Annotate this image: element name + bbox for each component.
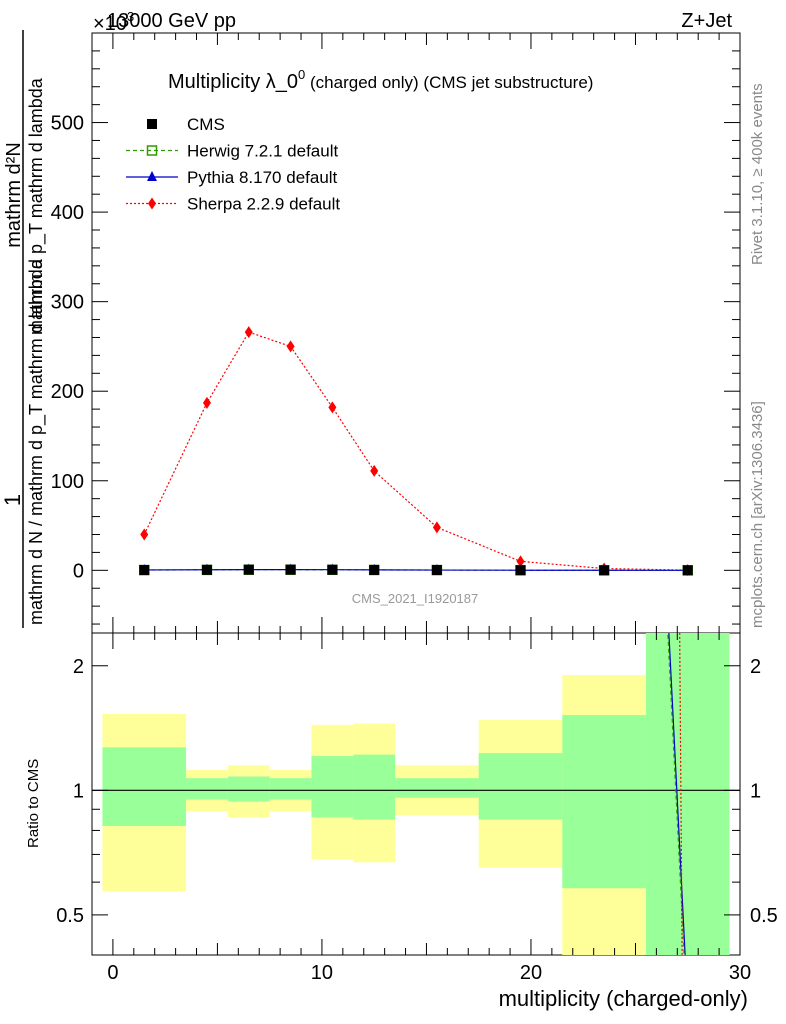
data-point-diamond xyxy=(432,521,441,534)
y-label-one: 1 xyxy=(0,494,25,506)
data-point-diamond xyxy=(202,396,211,409)
ratio-band-stat xyxy=(645,633,730,955)
ratio-line-sherpa xyxy=(679,633,683,955)
data-point-diamond xyxy=(244,326,253,339)
ratio-band-stat xyxy=(562,715,646,889)
ratio-band-stat xyxy=(227,776,270,802)
analysis-watermark: CMS_2021_I1920187 xyxy=(352,591,479,606)
y-label-bottom: mathrm d N / mathrm d p_T mathrm d lambd… xyxy=(26,258,47,625)
data-point-square xyxy=(327,564,338,575)
data-point-square xyxy=(515,565,526,576)
ratio-band-stat xyxy=(478,753,563,820)
data-point-diamond xyxy=(286,340,295,353)
data-point-diamond xyxy=(328,401,337,414)
data-point-square xyxy=(285,564,296,575)
legend-label: Pythia 8.170 default xyxy=(187,168,338,187)
ratio-tick-label-right: 0.5 xyxy=(750,905,778,927)
data-point-square xyxy=(431,565,442,576)
data-point-diamond xyxy=(370,464,379,477)
ratio-tick-label: 0.5 xyxy=(56,905,84,927)
y-tick-label: 100 xyxy=(51,471,84,493)
y-tick-label: 500 xyxy=(51,113,84,135)
ratio-line-pythia xyxy=(668,633,686,955)
ratio-bands xyxy=(92,633,740,955)
x-tick-label: 10 xyxy=(311,962,333,984)
axes: 0 100 200 300 400 500 0 10 20 30 0.5 0.5 1 1 2 2 xyxy=(51,33,778,984)
data-point-square xyxy=(682,565,693,576)
y-tick-label: 0 xyxy=(73,560,84,582)
ratio-line-herwig xyxy=(667,633,685,955)
legend-label: CMS xyxy=(187,115,225,134)
y-axis-label: 1 mathrm d²N mathrm d N / mathrm d p_T m… xyxy=(0,30,47,628)
legend-label: Herwig 7.2.1 default xyxy=(187,142,338,161)
ratio-tick-label-right: 2 xyxy=(750,656,761,678)
data-point-square xyxy=(139,565,150,576)
series-line-2 xyxy=(144,568,688,571)
ratio-tick-label-right: 1 xyxy=(750,780,761,802)
legend-marker-open-square xyxy=(146,145,158,156)
ratio-band-stat xyxy=(311,756,354,818)
x-axis-label: multiplicity (charged-only) xyxy=(499,986,748,1011)
ratio-band-stat xyxy=(186,778,228,800)
ratio-plot-frame xyxy=(91,632,741,956)
data-point-square xyxy=(201,564,212,575)
data-point-square xyxy=(369,564,380,575)
energy-label: 13000 GeV pp xyxy=(107,10,236,32)
legend-marker-triangle xyxy=(147,171,157,181)
rivet-label: Rivet 3.1.10, ≥ 400k events xyxy=(749,83,766,265)
ratio-tick-label: 1 xyxy=(73,780,84,802)
legend-label: Sherpa 2.2.9 default xyxy=(187,195,340,214)
x-tick-label: 20 xyxy=(520,962,542,984)
series-line-3 xyxy=(143,331,688,571)
y-label-denominator: mathrm d p_T mathrm d lambda xyxy=(26,77,47,335)
process-label: Z+Jet xyxy=(681,10,732,32)
ratio-band-stat xyxy=(395,778,479,798)
legend-marker-diamond xyxy=(148,197,156,210)
y-label-numerator: mathrm d²N xyxy=(3,142,25,248)
ratio-tick-label: 2 xyxy=(73,656,84,678)
data-point-diamond xyxy=(516,555,525,568)
chart-title: Multiplicity λ_00 (charged only) (CMS je… xyxy=(168,67,593,93)
x-tick-label: 30 xyxy=(729,962,751,984)
ratio-band-stat xyxy=(269,778,312,800)
data-point-diamond xyxy=(140,528,149,541)
data-point-square xyxy=(599,565,610,576)
y-tick-label: 300 xyxy=(51,292,84,314)
legend: CMS Herwig 7.2.1 default Pythia 8.170 defa… xyxy=(126,115,340,214)
ratio-lines xyxy=(667,633,686,955)
legend-marker-square xyxy=(147,119,157,129)
ratio-band-stat xyxy=(102,747,187,826)
exponent-label: ×103 xyxy=(93,9,134,35)
mcplots-label: mcplots.cern.ch [arXiv:1306.3436] xyxy=(749,401,766,628)
y-tick-label: 400 xyxy=(51,202,84,224)
y-tick-label: 200 xyxy=(51,381,84,403)
data-point-square xyxy=(243,564,254,575)
x-tick-label: 0 xyxy=(107,962,118,984)
ratio-band-stat xyxy=(353,754,396,820)
main-series xyxy=(139,326,693,577)
ratio-y-label: Ratio to CMS xyxy=(25,759,42,848)
